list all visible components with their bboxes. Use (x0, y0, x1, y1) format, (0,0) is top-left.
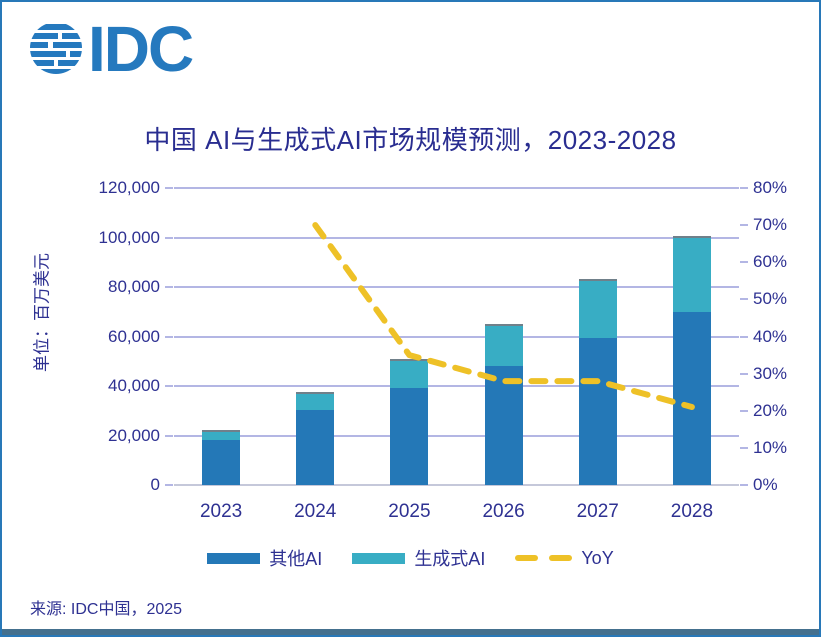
y-axis-left-tick (165, 187, 173, 189)
bar-other-ai-2023 (202, 439, 241, 485)
gridline (174, 385, 739, 387)
y-axis-right-tick (740, 261, 748, 264)
y-axis-right-tick (740, 409, 748, 412)
yoy-dash-icon (515, 555, 573, 561)
legend-item-gen-ai: 生成式AI (352, 545, 485, 571)
x-axis-label-2027: 2027 (576, 501, 619, 522)
gridline (174, 434, 739, 437)
yoy-line-layer (312, 222, 695, 410)
y-axis-left-label: 80,000 (108, 277, 160, 296)
globe-icon (30, 24, 82, 74)
bar-gen-ai-2027 (578, 278, 617, 338)
y-axis-left-tick (165, 484, 173, 486)
legend-label-gen-ai: 生成式AI (414, 549, 486, 569)
y-axis-right-label: 30% (753, 363, 788, 383)
y-axis-right-tick (740, 446, 748, 449)
x-axis-label-2028: 2028 (670, 501, 714, 522)
bar-gen-ai-2026 (484, 323, 523, 367)
y-axis-right-label: 60% (753, 252, 788, 272)
y-axis-right-label: 10% (753, 437, 788, 457)
yoy-dash-segment (515, 555, 539, 561)
footer-strip (2, 629, 819, 635)
legend-label-other-ai: 其他AI (269, 549, 323, 569)
bar-other-ai-2026 (484, 366, 523, 485)
y-axis-right-label: 20% (753, 400, 788, 420)
y-axis-left-label: 20,000 (108, 425, 160, 445)
idc-logo: IDC (28, 13, 228, 85)
y-axis-left-tick (165, 236, 173, 239)
gridline (174, 236, 739, 239)
yoy-dash-segment (549, 555, 573, 561)
y-axis-left-label: 120,000 (98, 178, 160, 197)
idc-logo-text: IDC (88, 16, 193, 78)
y-axis-left-label: 100,000 (98, 227, 160, 247)
bar-other-ai-2028 (672, 311, 711, 485)
bar-other-ai-2024 (296, 410, 335, 485)
y-axis-left-label: 40,000 (108, 376, 160, 395)
source-text: 来源: IDC中国，2025 (30, 601, 183, 618)
bar-gen-ai-2024 (296, 391, 335, 411)
y-axis-left-tick (165, 434, 173, 437)
y-axis-right-tick (740, 187, 748, 189)
y-axis-right-label: 80% (753, 178, 788, 197)
y-axis-left-tick (165, 286, 173, 288)
gridline (174, 187, 739, 189)
y-axis-right-tick (740, 372, 748, 375)
gridline (174, 286, 739, 288)
legend-item-other-ai: 其他AI (207, 545, 322, 571)
gen-ai-swatch-icon (352, 552, 406, 564)
legend-label-yoy: YoY (581, 547, 614, 568)
y-axis-right-label: 70% (753, 215, 788, 235)
y-axis-left-tick (165, 335, 173, 338)
bar-gen-ai-2028 (672, 235, 711, 312)
plot-area (174, 187, 739, 486)
bar-other-ai-2025 (390, 387, 429, 485)
idc-logo-graphic: IDC (30, 13, 195, 85)
x-axis-label-2024: 2024 (294, 501, 337, 522)
chart-title: 中国 AI与生成式AI市场规模预测，2023-2028 (144, 125, 677, 155)
y-axis-left-label: 0 (150, 475, 160, 494)
x-axis-label-2025: 2025 (388, 501, 431, 522)
x-axis-label-2023: 2023 (199, 501, 243, 522)
y-axis-right-tick (740, 484, 748, 486)
gridline (174, 484, 739, 486)
x-axis-label-2026: 2026 (482, 501, 525, 522)
legend: 其他AI 生成式AI YoY (2, 545, 819, 571)
legend-item-yoy: YoY (515, 547, 614, 569)
bar-gen-ai-2023 (202, 430, 241, 440)
other-ai-swatch-icon (207, 552, 261, 564)
bar-other-ai-2027 (578, 337, 617, 485)
y-axis-right-label: 40% (753, 326, 788, 346)
y-axis-right-label: 50% (753, 289, 788, 309)
gridline (174, 335, 739, 338)
bar-gen-ai-2025 (390, 358, 429, 388)
y-axis-right-tick (740, 224, 748, 227)
y-axis-left-label: 60,000 (108, 326, 160, 346)
y-axis-left-tick (165, 385, 173, 387)
y-axis-right-tick (740, 298, 748, 301)
y-axis-right-label: 0% (753, 475, 778, 494)
y-axis-right-tick (740, 335, 748, 338)
